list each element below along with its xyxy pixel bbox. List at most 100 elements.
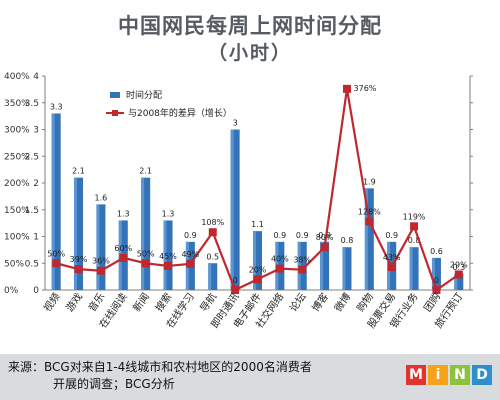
growth-value-label: 50%: [47, 249, 65, 258]
bar-highlight: [454, 273, 458, 290]
bar-value-label: 0.9: [385, 231, 398, 240]
growth-marker: [253, 275, 262, 284]
growth-marker: [410, 222, 419, 231]
bar-highlight: [51, 113, 55, 290]
bar-value-label: 0.9: [274, 231, 287, 240]
bar-highlight: [141, 177, 145, 290]
category-label: 导航: [197, 290, 219, 314]
growth-value-label: 0: [434, 276, 439, 285]
left-tick-label: 0: [33, 286, 39, 296]
bar-value-label: 3.3: [50, 102, 63, 111]
logo-letter: i: [428, 365, 448, 385]
growth-value-label: 45%: [159, 252, 177, 261]
source-note-line2: 开展的调查；BCG分析: [53, 377, 175, 391]
bar-value-label: 2.1: [72, 167, 85, 176]
growth-marker: [164, 261, 173, 270]
right-axis-tick-label: 0%: [4, 286, 19, 296]
growth-marker: [119, 253, 128, 262]
right-axis-tick-label: 250%: [4, 152, 30, 162]
category-label: 游戏: [63, 290, 85, 314]
growth-marker: [432, 286, 441, 294]
logo-letter: N: [450, 365, 470, 385]
growth-marker: [342, 84, 351, 93]
legend-swatch-bar: [110, 92, 120, 98]
category-label: 购物: [354, 290, 376, 314]
category-label: 博客: [309, 290, 331, 314]
bar: [320, 241, 330, 290]
growth-marker: [96, 266, 105, 275]
bar-value-label: 3: [233, 119, 238, 128]
growth-marker: [365, 217, 374, 226]
bar-value-label: 0.5: [206, 252, 219, 261]
bar-highlight: [431, 257, 435, 290]
bar: [454, 273, 464, 290]
growth-value-label: 38%: [293, 256, 311, 265]
chart-subtitle: （小时）: [207, 42, 292, 64]
bar: [230, 129, 240, 290]
growth-value-label: 29%: [450, 260, 468, 269]
bar-highlight: [208, 263, 212, 290]
growth-value-label: 119%: [403, 212, 426, 221]
bar-value-label: 0.8: [408, 236, 421, 245]
bar-value-label: 1.1: [251, 220, 264, 229]
growth-marker: [387, 262, 396, 271]
left-tick-label: 1.5: [25, 206, 39, 216]
bar-highlight: [74, 177, 78, 290]
growth-value-label: 39%: [70, 255, 88, 264]
bar-value-label: 0.3: [452, 263, 465, 272]
left-tick-label: 3: [33, 126, 39, 136]
bar-value-label: 0.6: [430, 247, 443, 256]
source-note-line1: 来源：BCG对来自1-4线城市和农村地区的2000名消费者: [8, 360, 312, 374]
bar: [342, 247, 352, 290]
right-axis-tick-label: 400%: [4, 72, 30, 82]
bar-value-label: 0.9: [296, 231, 309, 240]
growth-marker: [141, 259, 150, 268]
bar-value-label: 0.8: [341, 236, 354, 245]
right-axis-tick-label: 350%: [4, 99, 30, 109]
mind-logo: M i N D: [406, 365, 492, 385]
logo-letter: M: [406, 365, 426, 385]
bar: [208, 263, 218, 290]
bar: [253, 231, 262, 290]
category-label: 新闻: [130, 290, 152, 314]
right-axis-tick-label: 50%: [4, 259, 24, 269]
bar: [96, 204, 106, 290]
growth-value-label: 36%: [92, 257, 110, 266]
bar: [409, 247, 419, 290]
chart-title: 中国网民每周上网时间分配: [118, 14, 382, 38]
left-tick-label: 2: [33, 179, 39, 189]
left-tick-label: 2.5: [25, 152, 39, 162]
legend-label-line: 与2008年的差异（增长）: [128, 107, 232, 119]
growth-marker: [454, 270, 463, 279]
left-tick-label: 3.5: [25, 99, 39, 109]
legend-swatch-marker: [112, 110, 118, 116]
bar: [141, 177, 151, 290]
right-axis-tick-label: 100%: [4, 233, 30, 243]
growth-value-label: 80%: [316, 233, 334, 242]
bar-highlight: [320, 241, 324, 290]
category-label: 微博: [331, 290, 353, 314]
growth-value-label: 40%: [271, 255, 289, 264]
growth-marker: [74, 265, 83, 274]
right-axis-tick-label: 150%: [4, 206, 30, 216]
bar: [431, 257, 441, 290]
bar-highlight: [163, 220, 167, 290]
growth-value-label: 108%: [201, 218, 224, 227]
category-label: 搜索: [152, 290, 174, 314]
bar: [163, 220, 173, 290]
bar-highlight: [409, 247, 413, 290]
bar-highlight: [96, 204, 100, 290]
category-label: 论坛: [287, 290, 309, 314]
growth-marker: [208, 228, 217, 237]
bar-value-label: 1.6: [95, 193, 108, 202]
growth-value-label: 43%: [383, 253, 401, 262]
growth-marker: [298, 265, 307, 274]
bar: [74, 177, 84, 290]
logo-letter: D: [472, 365, 492, 385]
growth-value-label: 60%: [114, 244, 132, 253]
bar-value-label: 2.1: [139, 167, 152, 176]
bar-value-label: 0.9: [184, 231, 197, 240]
growth-value-label: 376%: [354, 84, 377, 93]
chart-plot: 00.511.522.533.540%50%100%150%200%250%30…: [4, 72, 473, 330]
